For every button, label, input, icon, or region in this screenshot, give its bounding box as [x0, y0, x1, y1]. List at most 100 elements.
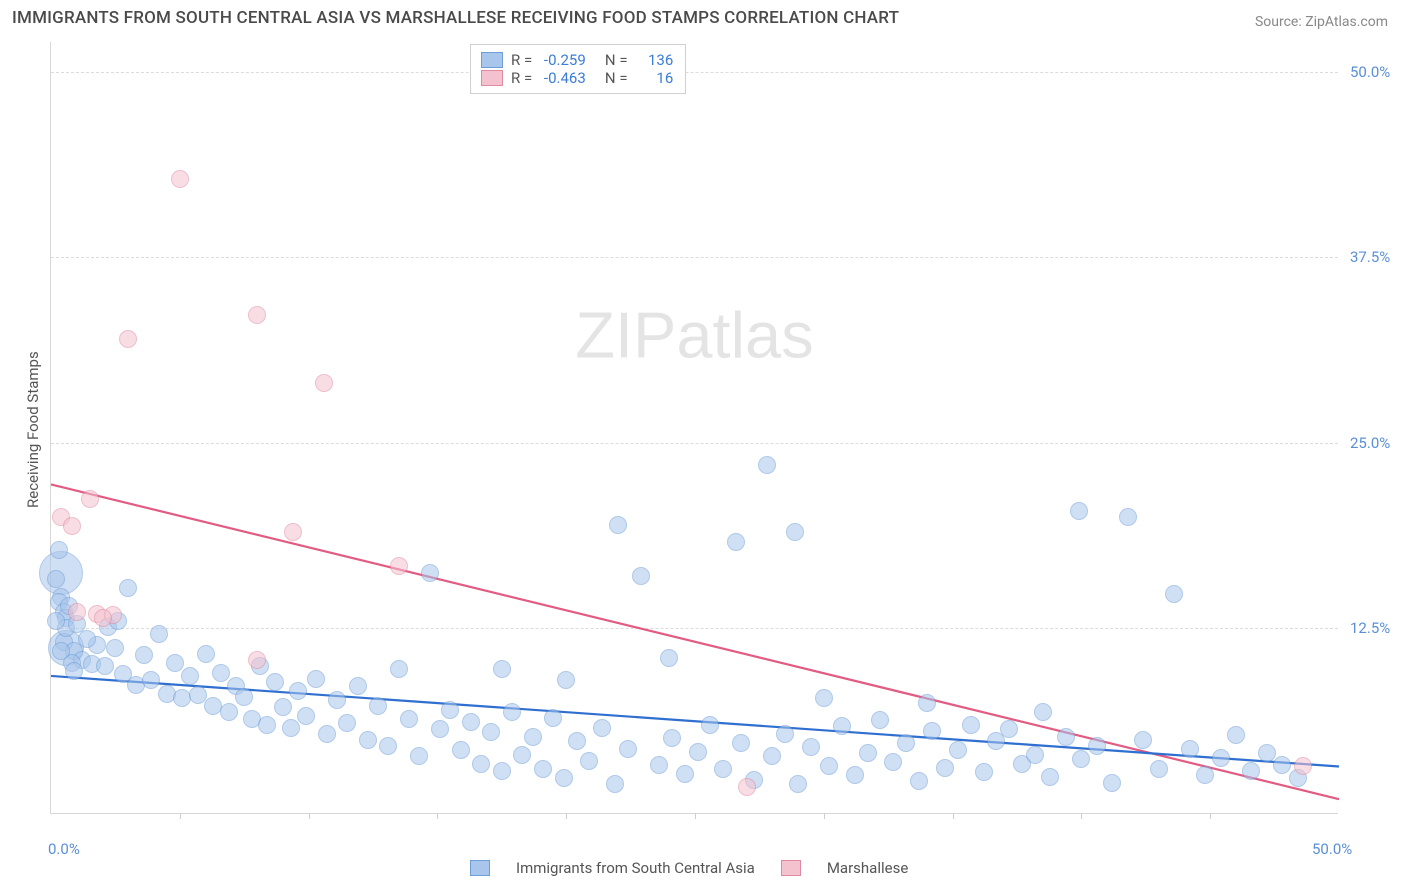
data-point-blue [50, 541, 68, 559]
legend-n-pink: 16 [639, 69, 673, 87]
data-point-blue [1273, 756, 1291, 774]
legend-swatch-blue [481, 52, 503, 68]
data-point-blue [289, 682, 307, 700]
data-point-blue [441, 701, 459, 719]
data-point-blue [410, 747, 428, 765]
data-point-blue [524, 728, 542, 746]
data-point-blue [580, 752, 598, 770]
data-point-blue [318, 725, 336, 743]
data-point-blue [1134, 731, 1152, 749]
data-point-blue [568, 732, 586, 750]
x-minor-tick [566, 813, 567, 819]
data-point-blue [1212, 749, 1230, 767]
data-point-blue [1026, 746, 1044, 764]
data-point-blue [727, 533, 745, 551]
x-minor-tick [695, 813, 696, 819]
legend-row-blue: R = -0.259 N = 136 [481, 51, 673, 69]
data-point-blue [297, 707, 315, 725]
data-point-blue [369, 697, 387, 715]
data-point-blue [150, 625, 168, 643]
data-point-blue [513, 746, 531, 764]
data-point-pink [248, 651, 266, 669]
data-point-pink [81, 490, 99, 508]
data-point-pink [315, 374, 333, 392]
data-point-blue [1242, 762, 1260, 780]
y-tick-label: 50.0% [1350, 63, 1390, 81]
correlation-legend: R = -0.259 N = 136 R = -0.463 N = 16 [470, 44, 686, 94]
data-point-blue [421, 564, 439, 582]
legend-label-blue: Immigrants from South Central Asia [516, 859, 755, 877]
legend-row-pink: R = -0.463 N = 16 [481, 69, 673, 87]
grid-line [51, 257, 1338, 258]
data-point-blue [379, 737, 397, 755]
data-point-blue [359, 731, 377, 749]
data-point-blue [503, 703, 521, 721]
data-point-pink [119, 330, 137, 348]
data-point-blue [557, 671, 575, 689]
legend-swatch-pink [481, 70, 503, 86]
data-point-blue [949, 741, 967, 759]
data-point-blue [936, 759, 954, 777]
data-point-pink [68, 603, 86, 621]
data-point-blue [846, 766, 864, 784]
data-point-blue [1227, 726, 1245, 744]
data-point-blue [452, 741, 470, 759]
data-point-blue [282, 719, 300, 737]
data-point-pink [248, 306, 266, 324]
data-point-blue [1196, 766, 1214, 784]
data-point-pink [738, 778, 756, 796]
data-point-blue [47, 612, 65, 630]
data-point-blue [274, 698, 292, 716]
data-point-blue [181, 667, 199, 685]
data-point-blue [235, 688, 253, 706]
grid-line [51, 628, 1338, 629]
grid-line [51, 443, 1338, 444]
data-point-blue [1119, 508, 1137, 526]
x-tick-left: 0.0% [48, 840, 80, 858]
data-point-blue [619, 740, 637, 758]
data-point-pink [63, 517, 81, 535]
data-point-blue [609, 516, 627, 534]
data-point-blue [1034, 703, 1052, 721]
data-point-blue [1000, 720, 1018, 738]
data-point-blue [897, 734, 915, 752]
data-point-blue [328, 691, 346, 709]
data-point-blue [390, 660, 408, 678]
grid-line [51, 72, 1338, 73]
watermark-text: ZIPatlas [575, 297, 813, 372]
x-minor-tick [309, 813, 310, 819]
data-point-blue [632, 567, 650, 585]
data-point-blue [701, 716, 719, 734]
data-point-blue [106, 639, 124, 657]
data-point-blue [789, 775, 807, 793]
data-point-blue [923, 722, 941, 740]
data-point-blue [732, 734, 750, 752]
legend-label-pink: Marshallese [827, 859, 908, 877]
data-point-blue [1041, 768, 1059, 786]
data-point-blue [142, 671, 160, 689]
data-point-blue [462, 713, 480, 731]
data-point-blue [534, 760, 552, 778]
legend-swatch-blue [470, 860, 490, 876]
legend-r-label: R = [511, 69, 536, 87]
series-legend: Immigrants from South Central Asia Marsh… [470, 859, 908, 877]
chart-title: IMMIGRANTS FROM SOUTH CENTRAL ASIA VS MA… [12, 8, 899, 28]
data-point-pink [284, 523, 302, 541]
data-point-blue [650, 756, 668, 774]
data-point-blue [400, 710, 418, 728]
data-point-pink [94, 609, 112, 627]
data-point-blue [758, 456, 776, 474]
data-point-blue [555, 769, 573, 787]
data-point-blue [660, 649, 678, 667]
legend-n-label: N = [594, 69, 632, 87]
legend-n-label: N = [594, 51, 632, 69]
data-point-blue [1150, 760, 1168, 778]
data-point-blue [820, 757, 838, 775]
y-tick-label: 37.5% [1350, 248, 1390, 266]
x-tick-right: 50.0% [1312, 840, 1352, 858]
data-point-blue [96, 657, 114, 675]
data-point-blue [871, 711, 889, 729]
data-point-blue [212, 664, 230, 682]
data-point-blue [884, 753, 902, 771]
data-point-blue [859, 744, 877, 762]
